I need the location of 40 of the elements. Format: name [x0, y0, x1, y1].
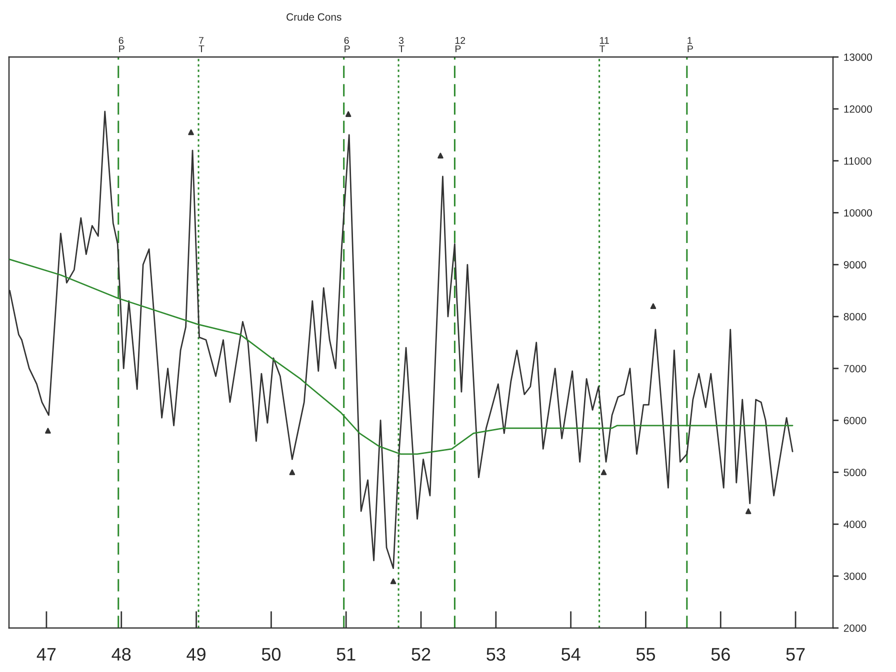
ref-line-label: 1 P: [688, 37, 693, 52]
ref-line-label: 6 P: [344, 36, 350, 52]
y-tick-label: 2000: [844, 624, 866, 632]
y-tick-label: 5000: [844, 468, 866, 476]
y-tick-label: 12000: [844, 105, 872, 113]
y-tick-label: 9000: [844, 261, 866, 269]
y-tick-label: 7000: [844, 364, 866, 372]
x-tick-label: 57: [786, 648, 805, 661]
y-tick-label: 4000: [844, 520, 866, 528]
x-tick-label: 48: [112, 648, 131, 661]
y-tick-label: 6000: [844, 416, 866, 424]
x-tick-label: 55: [636, 648, 656, 661]
ref-line-label: 11 T: [600, 37, 609, 52]
x-tick-label: 49: [186, 648, 206, 661]
chart-title: Crude Cons: [286, 13, 342, 21]
x-tick-label: 56: [711, 648, 730, 661]
point: [650, 303, 656, 310]
y-tick-label: 11000: [844, 157, 872, 165]
x-tick-label: 47: [36, 648, 56, 661]
point: [45, 428, 51, 434]
x-tick-label: 52: [412, 648, 430, 661]
ref-line-label: 12 P: [455, 36, 466, 52]
ref-line-label: 6 P: [118, 36, 124, 52]
ref-line-label: 3 T: [398, 36, 404, 52]
ref-line-label: 7 T: [198, 37, 204, 52]
x-tick-label: 53: [486, 648, 506, 661]
point: [289, 469, 296, 476]
point: [438, 152, 444, 159]
point: [390, 578, 396, 584]
x-tick-label: 54: [562, 648, 580, 661]
y-tick-label: 8000: [844, 313, 866, 320]
point: [345, 111, 352, 117]
y-tick-label: 13000: [844, 54, 872, 61]
point: [745, 508, 752, 514]
point: [188, 129, 194, 136]
x-tick-label: 51: [336, 648, 356, 661]
y-tick-label: 3000: [844, 572, 866, 580]
x-tick-label: 50: [262, 648, 281, 661]
point: [600, 469, 607, 476]
y-tick-label: 10000: [844, 209, 872, 217]
